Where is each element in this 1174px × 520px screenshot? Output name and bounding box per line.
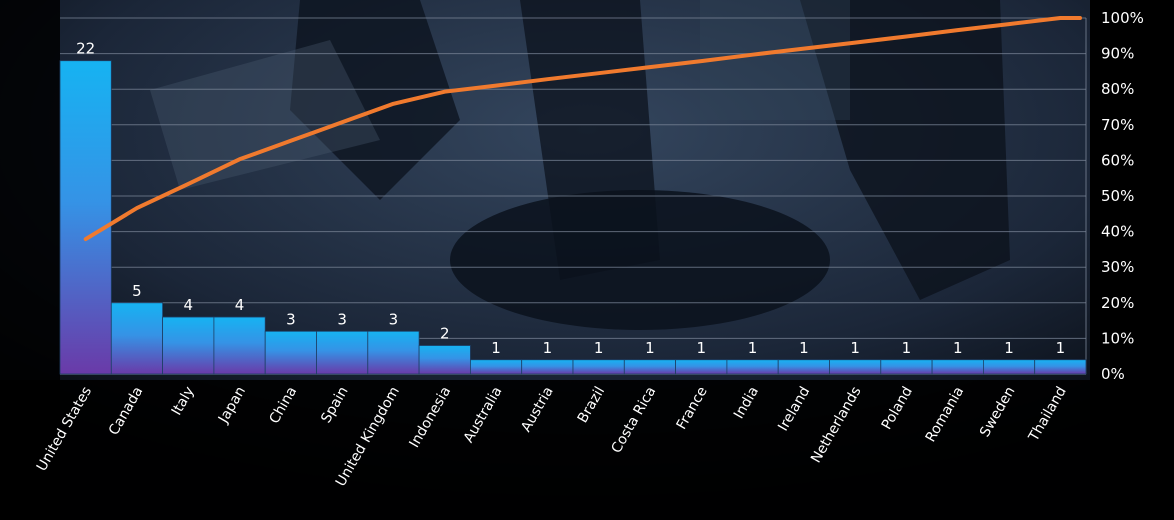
bar <box>880 359 933 375</box>
bar <box>367 330 420 375</box>
bar-value-label: 1 <box>748 339 758 357</box>
category-label: Poland <box>879 384 916 432</box>
category-label: China <box>266 384 300 427</box>
right-axis-tick-label: 20% <box>1101 294 1134 312</box>
bar <box>469 359 523 375</box>
bar-value-label: 1 <box>799 339 809 357</box>
bar-value-label: 4 <box>235 296 245 314</box>
bar-value-label: 1 <box>645 339 655 357</box>
right-axis-tick-label: 70% <box>1101 116 1134 134</box>
bar <box>572 359 625 375</box>
bar-value-label: 1 <box>491 339 501 357</box>
category-label: Italy <box>169 384 198 418</box>
bar <box>162 316 215 375</box>
bar <box>983 359 1036 375</box>
bar-value-label: 3 <box>389 310 399 328</box>
right-axis-tick-label: 60% <box>1101 151 1134 169</box>
bar-value-label: 1 <box>850 339 860 357</box>
bar <box>675 359 728 375</box>
category-label: Romania <box>923 384 967 445</box>
bar <box>316 330 369 375</box>
right-axis-labels: 0% 10% 20% 30% 40% 50% 60% 70% 80% 90% 100% <box>1101 9 1144 383</box>
bar <box>213 316 266 375</box>
category-label: Japan <box>215 384 249 427</box>
bar <box>264 330 317 375</box>
bar-value-label: 2 <box>440 325 450 343</box>
category-label: Indonesia <box>407 384 455 451</box>
category-label: Thailand <box>1025 384 1069 445</box>
right-axis-tick-label: 40% <box>1101 223 1134 241</box>
bar <box>521 359 574 375</box>
bar-value-label: 3 <box>337 310 347 328</box>
bar-value-label: 4 <box>183 296 193 314</box>
bar <box>777 359 830 375</box>
category-label: Brazil <box>575 384 608 426</box>
bar-value-label: 5 <box>132 282 142 300</box>
category-label: Austria <box>518 384 557 435</box>
bar <box>418 345 471 375</box>
bar-value-label: 1 <box>594 339 604 357</box>
bar-value-label: 1 <box>1056 339 1066 357</box>
bars <box>59 60 1087 375</box>
category-label: United States <box>34 384 95 474</box>
bar-value-labels: 22 5 4 4 3 3 3 2 1 1 1 1 1 1 1 1 1 1 1 1 <box>76 40 1065 357</box>
right-axis-tick-label: 100% <box>1101 9 1144 27</box>
bar <box>726 359 779 375</box>
category-label: Netherlands <box>808 384 865 466</box>
bar-value-label: 1 <box>953 339 963 357</box>
bar <box>110 302 164 375</box>
category-label: Canada <box>106 384 146 438</box>
category-labels: United States Canada Italy Japan China SpainU… <box>34 384 1070 489</box>
category-label: India <box>731 384 762 422</box>
bar <box>829 359 882 375</box>
bar <box>931 359 984 375</box>
cumulative-percentage-line <box>83 16 1082 242</box>
category-label: Spain <box>318 384 351 426</box>
category-label: France <box>674 384 711 432</box>
right-axis-tick-label: 30% <box>1101 258 1134 276</box>
cumulative-line <box>83 16 1082 242</box>
category-label: Costa Rica <box>609 384 660 456</box>
right-axis-tick-label: 50% <box>1101 187 1134 205</box>
category-label: Australia <box>461 384 506 446</box>
bar-value-label: 1 <box>1004 339 1014 357</box>
bar <box>1034 359 1087 375</box>
bar-value-label: 1 <box>902 339 912 357</box>
right-axis-tick-label: 0% <box>1101 365 1125 383</box>
bar-value-label: 22 <box>76 40 95 58</box>
bar-value-label: 3 <box>286 310 296 328</box>
right-axis-tick-label: 90% <box>1101 45 1134 63</box>
bar <box>59 60 112 375</box>
bar <box>623 359 676 375</box>
bar-value-label: 1 <box>543 339 553 357</box>
category-label: Ireland <box>775 384 813 434</box>
category-label: Sweden <box>977 384 1019 440</box>
right-axis-tick-label: 80% <box>1101 80 1134 98</box>
bar-value-label: 1 <box>696 339 706 357</box>
right-axis-tick-label: 10% <box>1101 329 1134 347</box>
